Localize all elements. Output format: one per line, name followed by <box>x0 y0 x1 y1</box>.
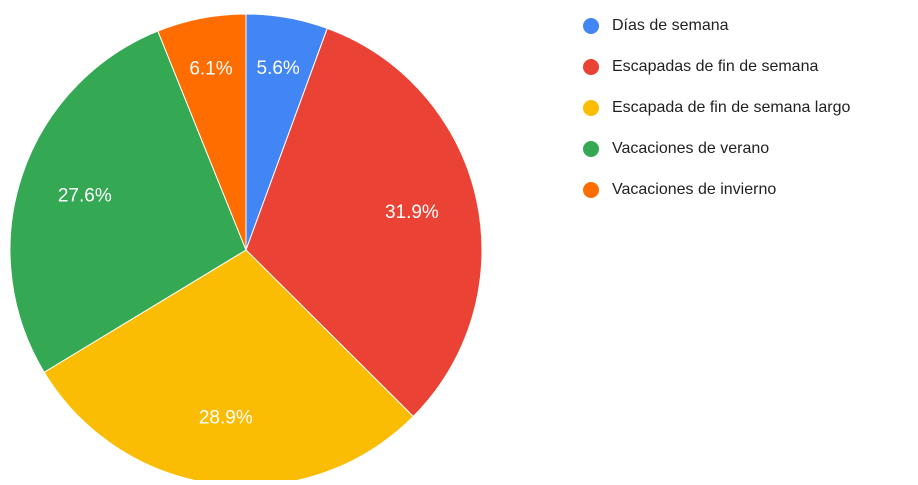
legend-marker <box>583 141 599 157</box>
slice-label: 28.9% <box>199 408 253 429</box>
legend-label: Vacaciones de verano <box>612 140 769 157</box>
slice-label: 6.1% <box>189 58 232 79</box>
legend-label: Vacaciones de invierno <box>612 181 776 198</box>
slice-label: 5.6% <box>257 58 300 79</box>
legend-label: Días de semana <box>612 17 729 34</box>
legend-marker <box>583 182 599 198</box>
slice-label: 27.6% <box>58 185 112 206</box>
legend-label: Escapadas de fin de semana <box>612 58 818 75</box>
pie-slice <box>157 13 247 251</box>
legend-marker <box>583 100 599 116</box>
legend-marker <box>583 59 599 75</box>
pie-slice <box>245 27 483 418</box>
legend-marker <box>583 18 599 34</box>
legend-label: Escapada de fin de semana largo <box>612 99 850 116</box>
pie-slice <box>9 30 247 373</box>
slice-label: 31.9% <box>385 202 439 223</box>
